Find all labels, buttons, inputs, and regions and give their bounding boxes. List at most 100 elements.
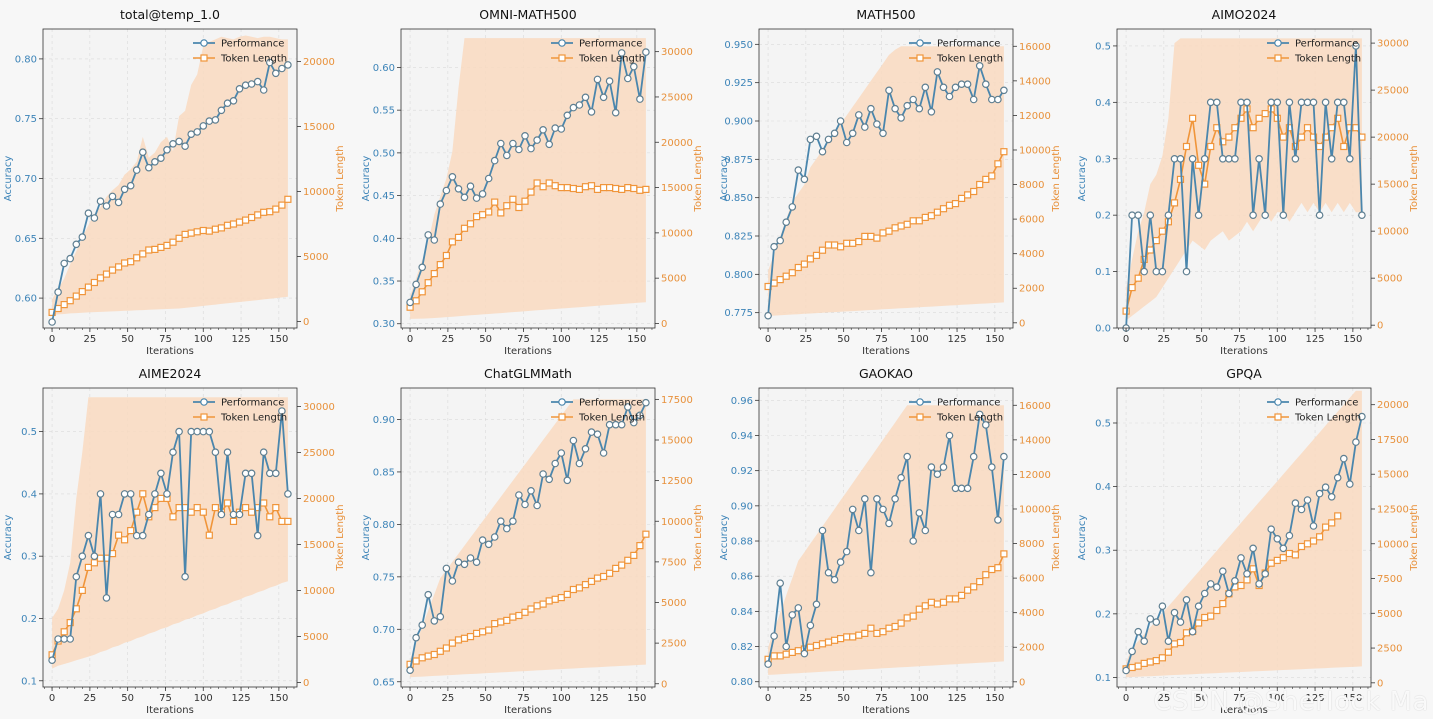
performance-point: [1309, 98, 1318, 107]
legend-token-marker: [1274, 54, 1282, 62]
token-length-point: [830, 241, 839, 249]
y2-tick-label: 20000: [1377, 133, 1409, 144]
performance-point: [617, 49, 626, 57]
legend-token-label: Token Length: [1294, 54, 1361, 65]
performance-point: [788, 203, 797, 211]
performance-point: [460, 193, 469, 202]
token-length-point: [266, 208, 274, 216]
x-tick-label: 150: [1343, 334, 1362, 345]
token-length-point: [1000, 550, 1008, 558]
y2-tick-label: 15000: [661, 436, 693, 447]
y2-tick-label: 30000: [1377, 39, 1409, 50]
token-length-point: [909, 612, 917, 620]
token-length-point: [229, 220, 238, 228]
performance-point: [1152, 618, 1161, 626]
token-length-point: [982, 175, 990, 183]
token-length-point: [1291, 551, 1299, 559]
performance-point: [939, 83, 948, 92]
performance-point: [84, 531, 93, 540]
x-tick-label: 75: [1233, 693, 1246, 704]
y-tick-label: 0.70: [373, 625, 395, 636]
performance-point: [969, 452, 978, 461]
performance-point: [151, 158, 159, 166]
token-length-point: [187, 229, 195, 237]
x-tick-label: 25: [84, 693, 97, 704]
token-length-point: [442, 251, 451, 260]
y2-tick-label: 5000: [303, 252, 328, 263]
performance-point: [1128, 211, 1136, 220]
token-length-point: [636, 186, 644, 194]
performance-point: [259, 86, 268, 94]
performance-point: [278, 64, 286, 73]
performance-point: [1255, 580, 1263, 588]
token-length-point: [776, 652, 784, 660]
performance-point: [539, 470, 547, 478]
x-tick-label: 50: [479, 334, 492, 345]
performance-point: [102, 202, 111, 210]
token-length-point: [1255, 114, 1263, 122]
legend-performance-marker: [558, 39, 566, 47]
token-length-point: [581, 581, 590, 589]
y2-tick-label: 20000: [1377, 400, 1409, 411]
token-length-point: [612, 564, 620, 572]
x-tick-label: 125: [948, 693, 967, 704]
token-length-point: [861, 232, 869, 240]
token-length-point: [958, 591, 966, 599]
performance-point: [921, 83, 930, 92]
plot-frame: [1116, 28, 1372, 329]
performance-point: [933, 68, 942, 76]
performance-point: [527, 487, 535, 495]
y-tick-label: 0.82: [731, 642, 753, 653]
performance-point: [818, 147, 827, 156]
legend-performance-marker: [1274, 398, 1282, 406]
performance-point: [418, 263, 426, 272]
x-tick-label: 125: [590, 334, 609, 345]
chart-title: MATH500: [856, 7, 915, 22]
performance-point: [563, 476, 572, 485]
token-length-point: [624, 184, 632, 192]
performance-point: [636, 411, 644, 420]
y2-tick-label: 10000: [661, 517, 693, 528]
y2-tick-label: 25000: [1377, 86, 1409, 97]
token-length-point: [151, 504, 159, 512]
performance-point: [1158, 267, 1167, 276]
token-length-point: [1134, 274, 1142, 282]
performance-point: [1345, 480, 1354, 488]
performance-point: [114, 198, 123, 207]
token-length-point: [951, 595, 960, 603]
chart-panel-gpqa: 0 25 50 75 100 125 150 0.1 0.2 0.3 0.4 0.5 0 2500 5000…: [1074, 359, 1432, 718]
performance-point: [963, 484, 972, 493]
y2-tick-label: 16000: [1019, 401, 1051, 412]
performance-point: [903, 101, 912, 110]
performance-point: [629, 418, 638, 427]
token-length-point: [503, 616, 511, 624]
performance-point: [1206, 580, 1215, 588]
y2-tick-label: 25000: [303, 448, 335, 459]
legend-token-label: Token Length: [1294, 413, 1361, 424]
performance-point: [181, 572, 189, 581]
x-axis-label: Iterations: [862, 705, 910, 716]
token-length-point: [278, 201, 286, 209]
y2-tick-label: 6000: [1019, 215, 1044, 226]
token-length-point: [90, 278, 99, 287]
x-tick-label: 0: [49, 334, 55, 345]
token-length-point: [454, 636, 463, 644]
token-length-point: [90, 559, 99, 567]
performance-point: [521, 500, 529, 509]
performance-point: [642, 398, 650, 407]
performance-point: [599, 93, 608, 102]
performance-point: [800, 649, 809, 658]
token-length-point: [879, 628, 887, 636]
chart-svg: 0 25 50 75 100 125 150 0.1 0.2 0.3 0.4 0.5 0 2500 5000…: [1077, 366, 1420, 716]
y-tick-label: 0.2: [1095, 609, 1111, 620]
performance-point: [247, 80, 256, 88]
chart-panel-chatglmmath: 0 25 50 75 100 125 150 0.65 0.70 0.75 0.80 0.85 0.90…: [358, 359, 716, 718]
performance-point: [776, 236, 784, 245]
performance-point: [1267, 525, 1276, 534]
token-length-point: [1316, 142, 1324, 151]
y-tick-label: 0.5: [1095, 41, 1111, 52]
x-axis-label: Iterations: [1220, 705, 1268, 716]
performance-point: [163, 146, 171, 154]
x-tick-label: 0: [407, 334, 413, 345]
performance-point: [1231, 155, 1239, 163]
